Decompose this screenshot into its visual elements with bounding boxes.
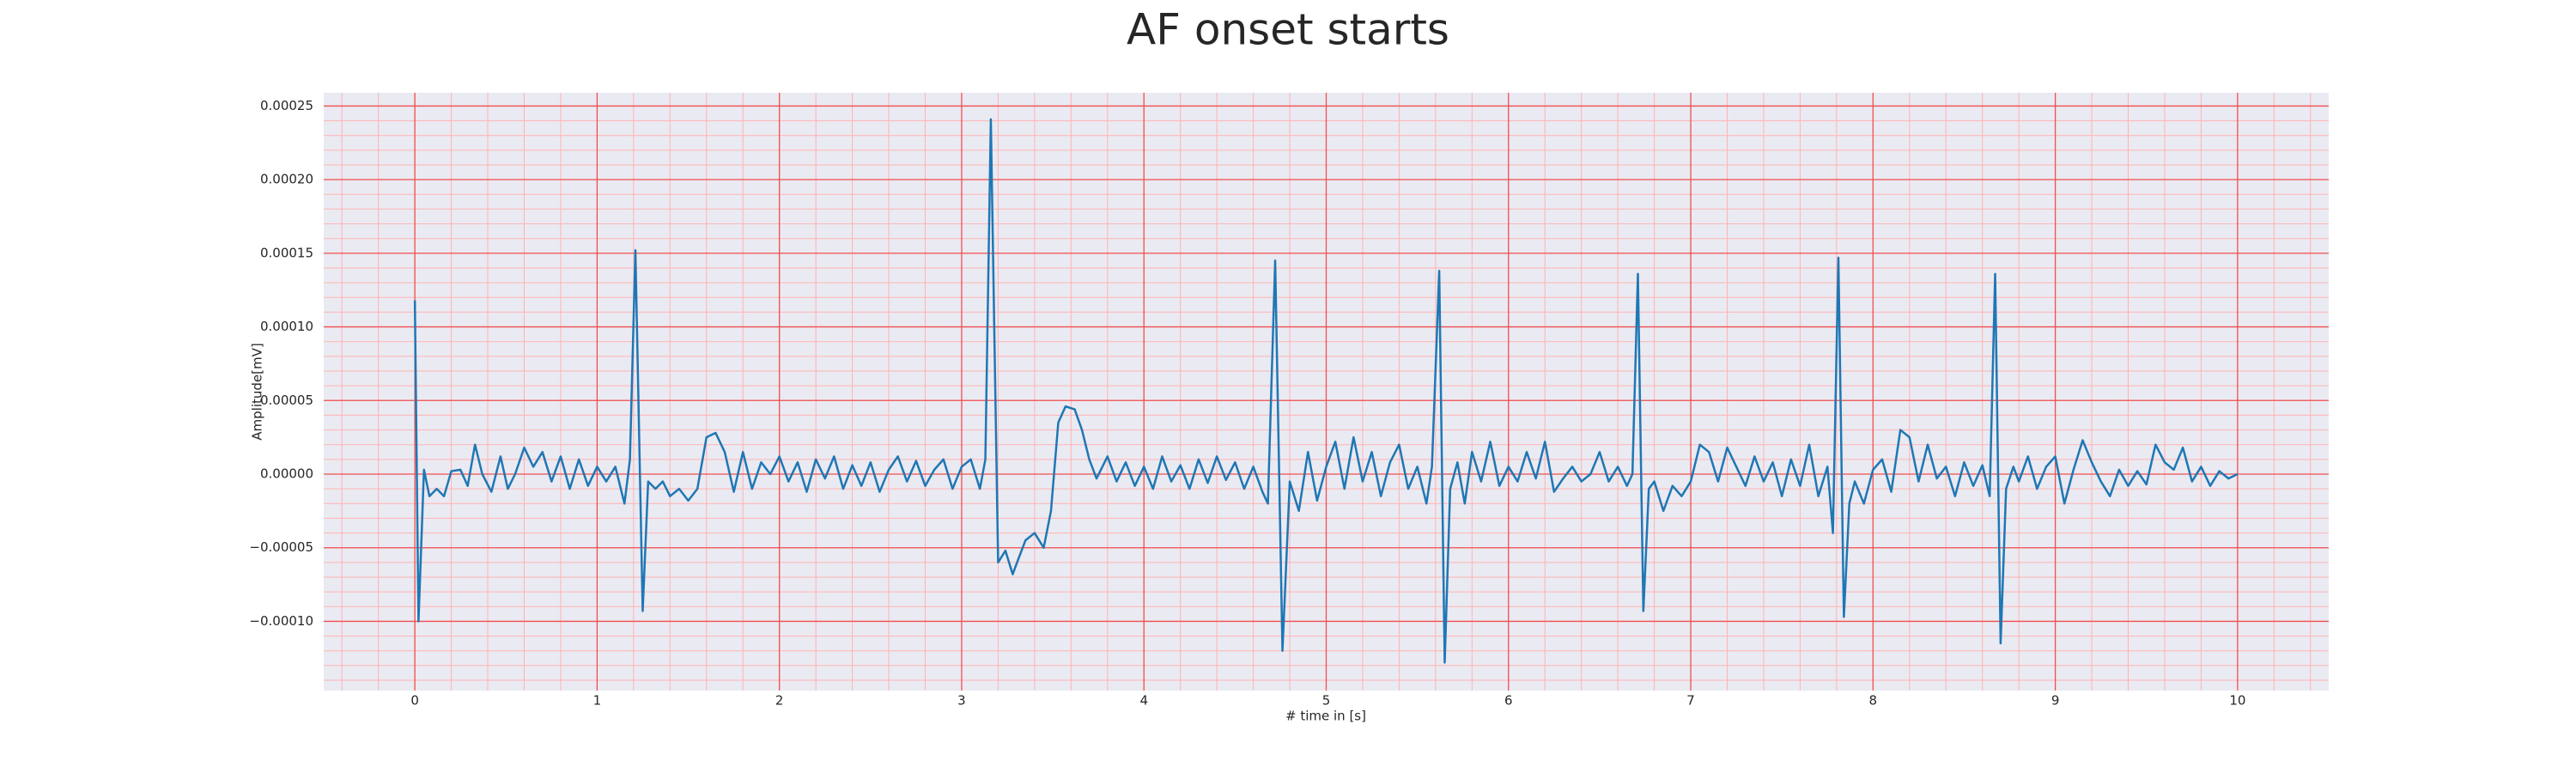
y-tick-label: 0.00010 (260, 319, 313, 334)
y-tick-label: 0.00025 (260, 98, 313, 113)
y-tick-label: 0.00000 (260, 466, 313, 482)
y-axis-label: Amplitude[mV] (250, 343, 265, 440)
x-tick-label: 5 (1322, 693, 1331, 709)
x-tick-label: 10 (2229, 693, 2245, 709)
x-tick-label: 1 (593, 693, 602, 709)
x-tick-label: 6 (1504, 693, 1513, 709)
y-tick-label: 0.00020 (260, 172, 313, 187)
y-tick-label: −0.00005 (249, 539, 313, 555)
x-tick-label: 8 (1869, 693, 1878, 709)
y-tick-label: 0.00005 (260, 393, 313, 408)
x-tick-label: 3 (957, 693, 966, 709)
x-tick-label: 0 (410, 693, 419, 709)
x-tick-label: 2 (775, 693, 784, 709)
grid (324, 93, 2329, 691)
x-axis-label: # time in [s] (1285, 709, 1366, 724)
y-tick-label: −0.00010 (249, 613, 313, 629)
x-tick-label: 7 (1686, 693, 1695, 709)
x-tick-label: 4 (1139, 693, 1148, 709)
line-series (413, 118, 2239, 664)
y-tick-label: 0.00015 (260, 245, 313, 260)
chart-title: AF onset starts (1127, 5, 1449, 55)
x-tick-label: 9 (2051, 693, 2060, 709)
